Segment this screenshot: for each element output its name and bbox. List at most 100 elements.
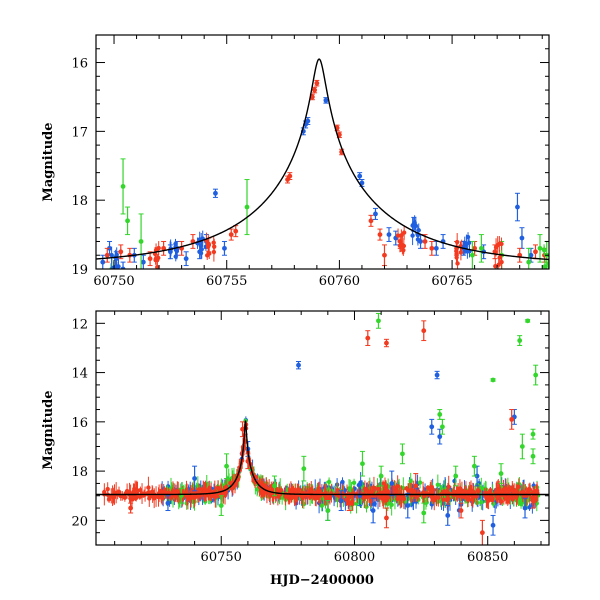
data-point-blue [410,223,415,228]
data-point-red [527,487,533,492]
data-point-green [519,444,525,449]
bottom-x-axis-label: HJD−2400000 [270,573,374,588]
data-point-red [377,232,383,237]
data-point-red [233,228,239,234]
data-point-green [272,483,277,489]
data-point-green [319,503,324,508]
data-point-red [240,426,245,432]
data-point-red [155,257,160,262]
data-point-red [215,493,221,498]
data-point-green [421,510,427,516]
data-point-red [384,340,389,346]
x-tick-label: 60755 [206,274,247,289]
data-point-red [404,486,409,491]
data-point-red [147,494,152,500]
data-point-blue [515,204,520,210]
data-point-blue [100,259,106,265]
data-point-red [316,490,322,495]
data-point-red [299,493,304,499]
data-point-red [371,488,376,494]
data-point-red [509,416,515,422]
data-point-blue [386,232,392,237]
data-point-blue [462,243,467,249]
series-red [128,320,536,545]
plot-frame [95,34,550,270]
x-tick-label: 60800 [334,550,375,565]
data-point-red [228,480,233,486]
data-point-red [360,495,366,501]
ticks: 60750 60800 60850 12 14 16 18 20 [71,310,549,565]
x-tick-label: 60850 [467,550,508,565]
data-point-red [459,494,465,499]
data-point-red [510,497,515,502]
data-point-blue [140,259,146,265]
data-point-red [346,500,352,506]
data-point-red [207,251,212,256]
data-point-red [533,249,538,255]
data-point-blue [359,180,365,186]
data-point-red [530,498,536,504]
plot-area [96,58,549,269]
data-point-green [218,503,224,508]
data-point-blue [389,481,395,486]
data-point-red [495,488,501,494]
series-red [104,79,547,267]
data-point-red [134,489,139,494]
data-point-blue [109,252,114,258]
data-point-green [351,480,357,486]
data-point-red [401,496,407,502]
data-point-red [375,486,380,492]
data-point-red [118,249,124,255]
y-tick-label: 12 [71,317,88,332]
data-point-red [344,497,349,502]
data-point-red [398,495,403,501]
data-point-blue [338,498,344,504]
data-point-blue [323,97,329,103]
data-point-green [376,318,381,324]
data-point-red [493,263,498,269]
data-point-green [360,461,365,467]
data-point-red [411,489,416,494]
data-point-blue [199,247,204,252]
data-point-blue [437,434,443,440]
data-point-blue [183,256,189,262]
data-point-green [120,184,126,189]
data-point-red [460,490,465,495]
data-point-red [497,241,502,246]
data-point-red [128,505,134,511]
data-point-red [366,489,372,495]
data-point-red [454,239,460,245]
data-point-red [147,256,153,262]
data-point-blue [357,173,363,179]
data-point-green [417,480,423,485]
data-point-blue [528,252,534,258]
y-tick-label: 16 [71,416,88,431]
model-curve [96,58,549,261]
data-point-red [471,490,477,495]
data-point-blue [445,513,451,518]
data-point-green [526,259,532,265]
data-point-red [368,218,374,224]
data-point-red [184,488,189,494]
data-point-green [490,377,496,383]
data-point-green [301,466,307,472]
clustered-points [109,215,549,269]
data-point-red [422,239,428,244]
data-point-green [453,473,459,479]
data-point-red [434,494,439,500]
data-point-red [138,487,143,493]
data-point-red [413,483,419,489]
data-point-green [400,451,405,457]
data-point-red [456,490,461,495]
data-point-red [446,496,451,501]
y-tick-label: 18 [71,465,88,480]
data-point-red [228,232,234,237]
data-point-green [478,245,484,251]
data-point-red [156,245,161,251]
data-point-blue [519,235,525,241]
data-point-blue [522,505,528,511]
data-point-green [498,471,504,476]
data-point-blue [213,190,218,196]
data-point-red [314,80,320,86]
data-point-red [503,489,509,495]
